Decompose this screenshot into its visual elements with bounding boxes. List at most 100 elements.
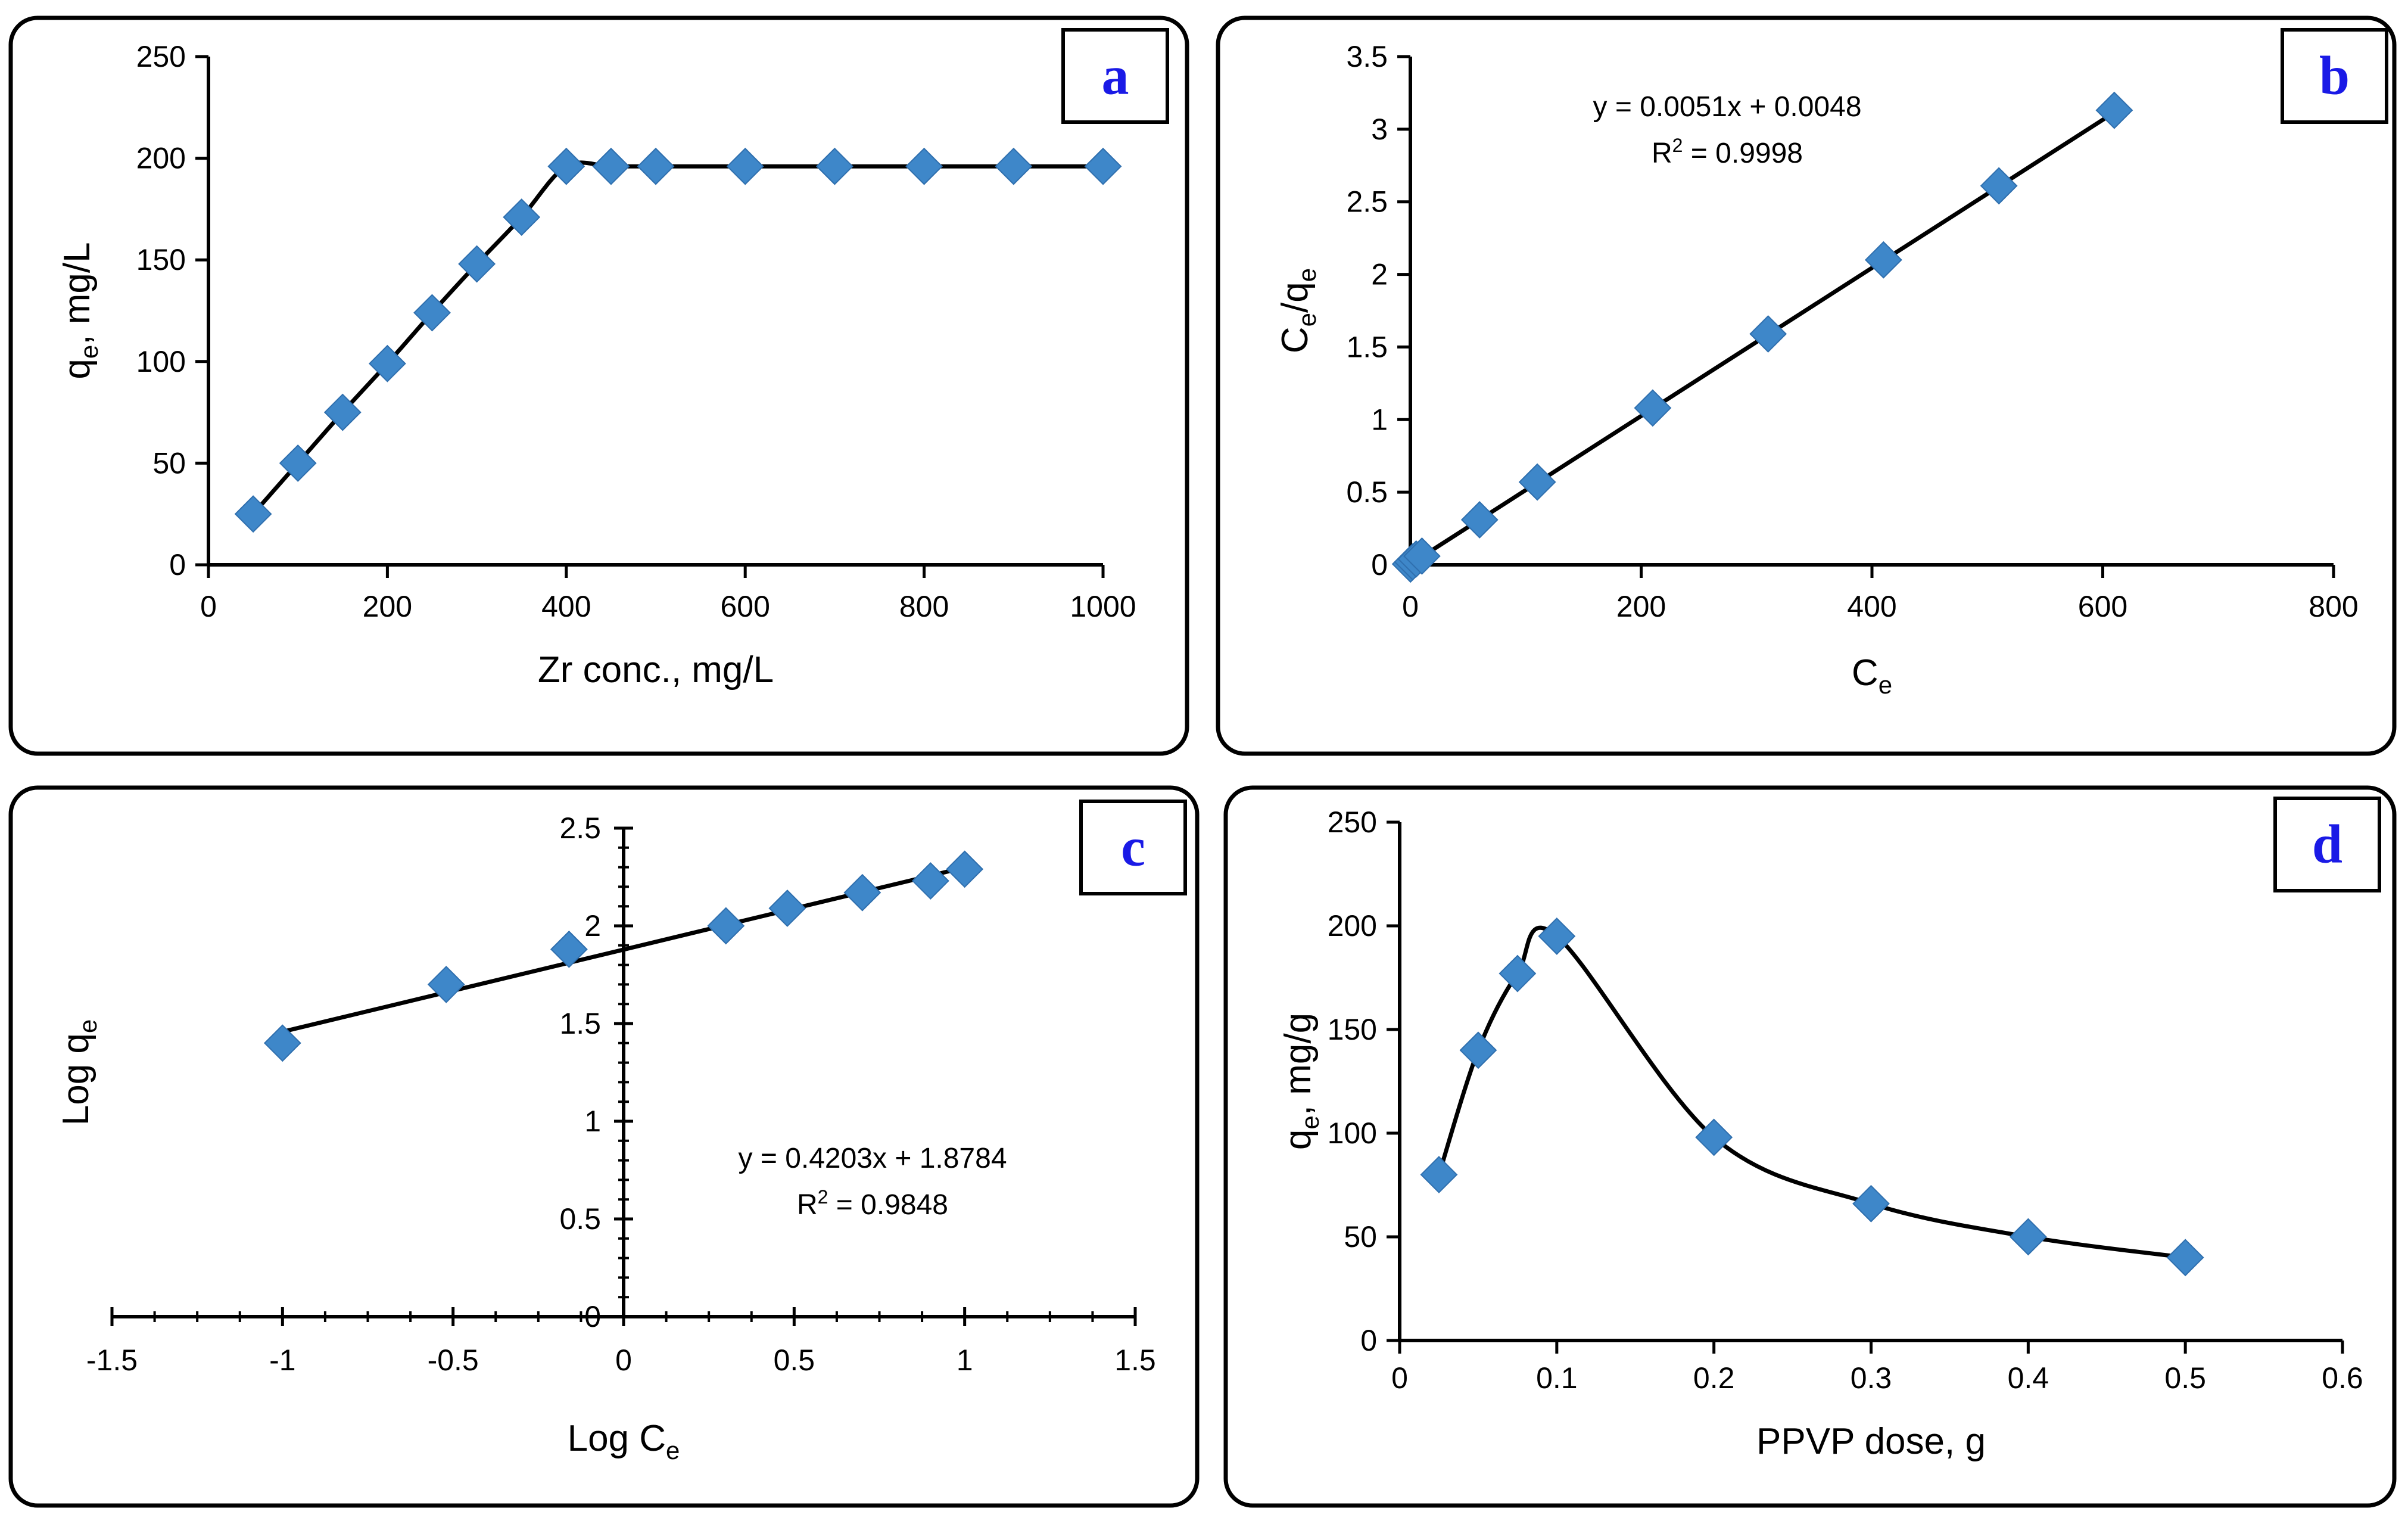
trendline-equation: y = 0.0051x + 0.0048 [1593, 91, 1861, 123]
data-point [1634, 389, 1672, 427]
y-tick-label: 0.5 [1346, 475, 1388, 509]
chart-panel-a: 0 50 100 150 200 250 0 200 400 600 800 1000 Zr conc.… [8, 15, 1189, 756]
panel-frame [1223, 785, 2397, 1508]
y-tick-label: 3.5 [1346, 40, 1388, 73]
panel-letter-box [2281, 28, 2388, 124]
x-tick-label: 0.3 [1851, 1361, 1892, 1395]
data-point [234, 495, 272, 533]
data-point [1420, 1156, 1458, 1194]
y-tick-label: 3 [1371, 113, 1388, 146]
data-point [1459, 1031, 1497, 1069]
panel-letter-box [1079, 800, 1187, 895]
y-tick-label: 200 [1328, 909, 1377, 943]
x-tick-label: 400 [1847, 590, 1896, 623]
x-tick-label: 800 [2309, 590, 2358, 623]
x-tick-label: 0.6 [2322, 1361, 2363, 1395]
y-tick-label: 250 [136, 40, 186, 73]
y-tick-label: 50 [1344, 1220, 1377, 1254]
y-axis-title: qe, mg/L [57, 242, 103, 379]
x-tick-label: 0.5 [2164, 1361, 2206, 1395]
data-point [263, 1024, 301, 1062]
y-tick-label: 1.5 [1346, 330, 1388, 363]
data-point [2166, 1239, 2204, 1277]
panel-letter: b [2319, 45, 2350, 106]
x-tick-label: 200 [363, 590, 412, 623]
panel-frame [1216, 15, 2397, 756]
y-tick-label: 100 [136, 345, 186, 378]
y-axis-title: Log qe [55, 1019, 102, 1126]
panel-frame [8, 15, 1189, 756]
data-point [1695, 1118, 1733, 1156]
data-point [503, 198, 541, 236]
x-axis-title: Zr conc., mg/L [538, 649, 774, 691]
data-point [413, 294, 451, 332]
data-point [911, 862, 949, 900]
x-tick-label: 600 [2078, 590, 2127, 623]
data-point [1864, 241, 1902, 279]
data-point [726, 147, 764, 185]
data-point [707, 907, 745, 945]
data-point [946, 850, 984, 888]
data-point [905, 147, 943, 185]
data-point [550, 930, 588, 968]
y-tick-label: 150 [1328, 1013, 1377, 1046]
x-tick-label: 800 [899, 590, 949, 623]
r-squared: R2 = 0.9998 [1652, 135, 1803, 169]
x-tick-label: 0 [1391, 1361, 1408, 1395]
data-point [458, 245, 496, 283]
data-point [1749, 315, 1787, 353]
x-tick-label: 400 [541, 590, 591, 623]
y-axis-title: Ce/qe [1275, 268, 1321, 353]
x-tick-label: 1 [957, 1343, 973, 1377]
data-point [592, 147, 630, 185]
data-point [279, 444, 317, 482]
x-tick-label: -1 [269, 1343, 295, 1377]
y-tick-label: 2.5 [559, 811, 601, 845]
y-tick-label: 200 [136, 142, 186, 175]
y-tick-label: 2.5 [1346, 185, 1388, 219]
panel-letter: d [2312, 814, 2342, 875]
series-curve [1437, 925, 2186, 1260]
data-point [1499, 954, 1537, 993]
y-tick-label: 150 [136, 243, 186, 276]
x-tick-label: 0 [200, 590, 217, 623]
x-tick-label: 200 [1616, 590, 1666, 623]
data-point [1980, 167, 2018, 205]
data-point [1518, 463, 1556, 501]
data-point [2009, 1218, 2047, 1256]
data-point [2095, 91, 2133, 129]
data-point [843, 873, 881, 912]
data-point [995, 147, 1033, 185]
y-tick-label: 50 [152, 446, 186, 480]
x-tick-label: 600 [720, 590, 770, 623]
x-tick-label: 0.1 [1536, 1361, 1578, 1395]
data-point [1403, 537, 1441, 575]
y-tick-label: 100 [1328, 1116, 1377, 1150]
panel-letter: c [1121, 817, 1145, 878]
x-axis-title: Ce [1852, 652, 1892, 699]
x-tick-label: 0.4 [2008, 1361, 2049, 1395]
trendline-equation: y = 0.4203x + 1.8784 [738, 1143, 1007, 1174]
y-tick-label: 0 [1371, 548, 1388, 581]
y-tick-label: 1 [1371, 403, 1388, 436]
panel-letter-box [1061, 28, 1169, 124]
x-axis-title: PPVP dose, g [1756, 1421, 1986, 1462]
x-tick-label: 0.5 [774, 1343, 815, 1377]
data-point [1538, 917, 1576, 955]
panel-letter-box [2273, 797, 2381, 892]
chart-panel-c: 0 0.5 1 1.5 2 2.5 -1.5 -1 -0.5 0 0.5 1 1.5 Log Ce Log … [8, 785, 1200, 1508]
y-tick-label: 0 [1360, 1324, 1377, 1357]
x-tick-label: 0 [1402, 590, 1419, 623]
y-tick-label: 250 [1328, 805, 1377, 839]
series-curve [251, 160, 1103, 516]
panel-letter: a [1102, 45, 1129, 106]
chart-panel-b: 0 0.5 1 1.5 2 2.5 3 3.5 0 200 400 600 800 Ce Ce/qe y = … [1216, 15, 2397, 756]
x-tick-label: 1.5 [1114, 1343, 1156, 1377]
data-point [427, 965, 465, 1003]
x-tick-label: 0 [615, 1343, 632, 1377]
y-tick-label: 1 [584, 1105, 601, 1138]
y-tick-label: 1.5 [559, 1007, 601, 1040]
data-point [637, 147, 675, 185]
y-tick-label: 2 [584, 909, 601, 943]
